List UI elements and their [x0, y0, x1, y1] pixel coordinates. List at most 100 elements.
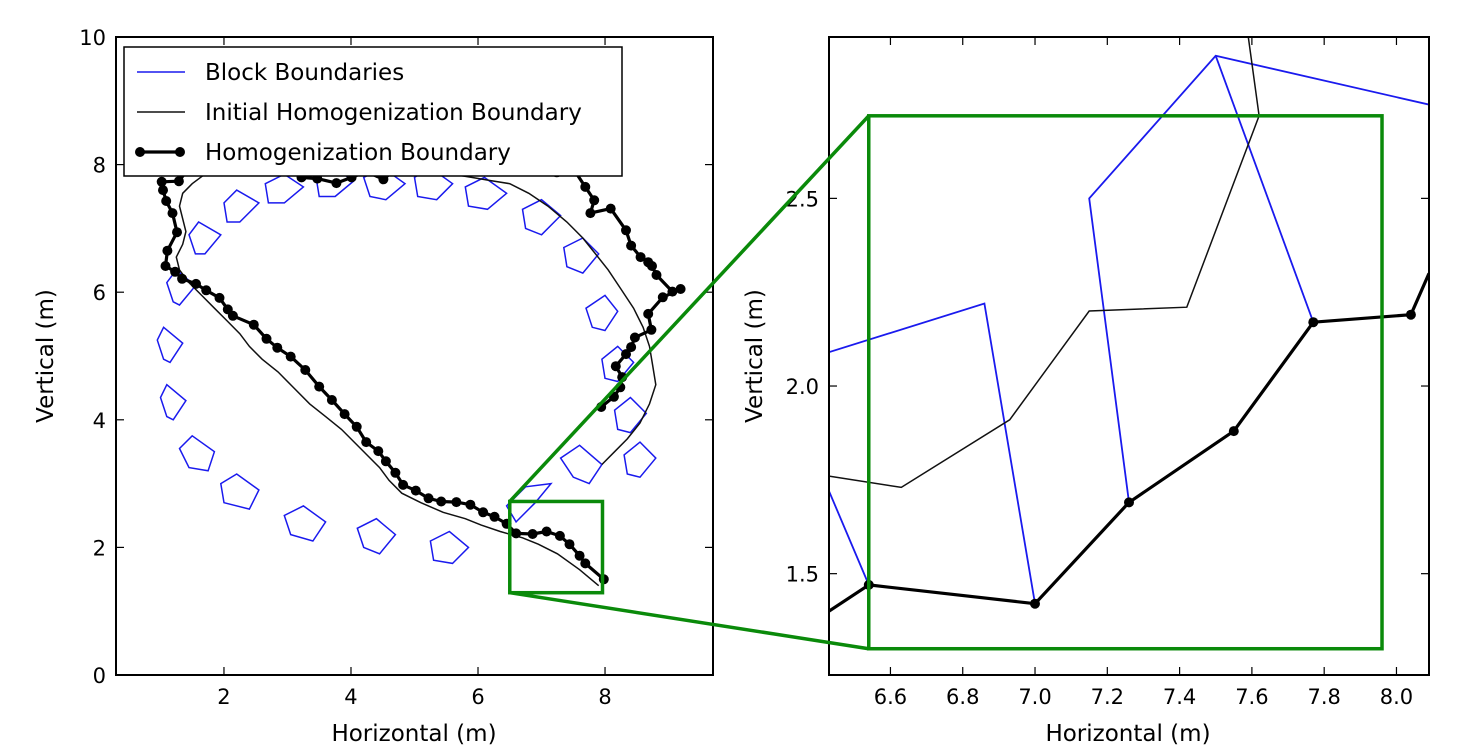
homogenization-point: [657, 292, 668, 303]
homogenization-point: [160, 261, 171, 271]
zoom-box-source: [508, 499, 605, 595]
homogenization-point: [1124, 497, 1134, 508]
homogenization-point: [651, 270, 662, 280]
x-tick-label: 8.0: [1380, 685, 1413, 709]
right-ticks: 6.6 6.8 7.0 7.2 7.4 7.6 7.8 8.01.52.02.5: [786, 37, 1429, 709]
zoom-indicator: [508, 114, 1384, 651]
right-ylabel: Vertical (m): [742, 289, 768, 423]
x-tick-label: 6.8: [946, 685, 979, 709]
block-polygon: [613, 396, 648, 434]
homogenization-point: [605, 203, 616, 214]
right-axes-frame: [828, 36, 1430, 676]
homogenization-point: [156, 176, 167, 187]
homogenization-point: [272, 342, 283, 353]
homogenization-point: [580, 558, 591, 569]
block-boundary-line: [829, 490, 870, 586]
legend-marker: [175, 147, 185, 157]
homogenization-point: [511, 528, 522, 539]
homogenization-point: [554, 530, 565, 541]
zoom-connector-bottom: [509, 590, 870, 651]
y-tick-label: 8: [93, 154, 106, 178]
homogenization-point: [222, 304, 233, 315]
y-tick-label: 0: [93, 664, 106, 688]
homogenization-point: [621, 349, 631, 360]
homogenization-point: [1228, 426, 1239, 437]
right-plot-area: [829, 37, 1429, 613]
homogenization-point: [173, 176, 184, 187]
block-boundary-line: [1214, 55, 1315, 323]
x-tick-label: 6: [471, 685, 484, 709]
homogenization-point: [314, 381, 325, 392]
homogenization-point: [172, 227, 182, 238]
homogenization-point: [248, 319, 259, 330]
x-tick-label: 7.2: [1091, 685, 1124, 709]
homogenization-point: [574, 550, 585, 561]
block-polygon: [165, 268, 197, 306]
block-polygon: [601, 345, 635, 383]
homogenization-point: [378, 174, 389, 185]
homogenization-point: [626, 240, 637, 251]
homogenization-line: [829, 272, 1429, 613]
block-polygon: [623, 441, 657, 479]
homogenization-point: [162, 245, 173, 256]
homogenization-point: [580, 181, 591, 192]
homogenization-point: [589, 195, 600, 206]
block-polygon: [521, 198, 562, 236]
initial-homogenization-line: [829, 37, 1260, 489]
right-panel: 6.6 6.8 7.0 7.2 7.4 7.6 7.8 8.01.52.02.5 Horizo…: [742, 36, 1430, 747]
homogenization-point: [361, 437, 372, 448]
y-tick-label: 6: [93, 281, 106, 305]
homogenization-point: [1030, 598, 1040, 609]
x-tick-label: 7.0: [1018, 685, 1051, 709]
legend-label-initial: Initial Homogenization Boundary: [205, 100, 582, 126]
homogenization-point: [331, 178, 342, 189]
left-xlabel: Horizontal (m): [331, 721, 496, 747]
homogenization-point: [646, 324, 657, 335]
homogenization-point: [629, 332, 640, 343]
homogenization-point: [261, 333, 272, 344]
block-polygon: [156, 326, 184, 364]
block-polygon: [219, 473, 260, 510]
homogenization-point: [191, 278, 201, 289]
legend: Block Boundaries Initial Homogenization …: [123, 46, 623, 177]
x-tick-label: 8: [598, 685, 611, 709]
homogenization-point: [177, 273, 188, 284]
block-polygon: [283, 505, 327, 542]
homogenization-point: [621, 225, 631, 236]
x-tick-label: 2: [217, 685, 230, 709]
homogenization-point: [390, 467, 401, 478]
left-plot-area: [156, 130, 686, 587]
homogenization-point: [635, 252, 646, 263]
zoom-box-target: [867, 114, 1384, 651]
homogenization-point: [527, 529, 538, 539]
homogenization-point: [478, 507, 489, 518]
block-polygon: [178, 434, 216, 472]
block-polygon: [585, 294, 619, 332]
legend-label-block: Block Boundaries: [205, 60, 404, 86]
homogenization-point: [451, 497, 462, 508]
left-ylabel: Vertical (m): [33, 289, 59, 423]
homogenization-point: [398, 479, 409, 490]
homogenization-point: [675, 284, 686, 294]
homogenization-point: [647, 261, 657, 271]
y-tick-label: 10: [79, 26, 106, 50]
homogenization-point: [1405, 309, 1416, 320]
y-tick-label: 2: [93, 536, 106, 560]
homogenization-point: [585, 208, 596, 219]
homogenization-point: [667, 286, 678, 297]
homogenization-point: [351, 421, 362, 432]
right-xlabel: Horizontal (m): [1045, 721, 1210, 747]
homogenization-point: [167, 208, 178, 219]
legend-marker: [135, 147, 145, 157]
homogenization-point: [643, 308, 654, 319]
x-tick-label: 6.6: [874, 685, 907, 709]
homogenization-point: [564, 539, 575, 550]
homogenization-point: [339, 409, 350, 420]
block-polygon: [559, 444, 603, 485]
homogenization-point: [214, 292, 225, 303]
homogenization-point: [541, 526, 552, 537]
block-polygon: [464, 176, 508, 211]
homogenization-point: [158, 185, 168, 196]
block-polygon: [356, 517, 397, 555]
